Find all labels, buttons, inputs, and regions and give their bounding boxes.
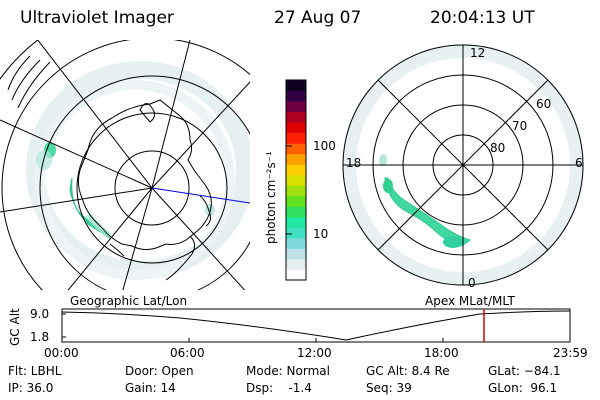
colorbar-band (286, 185, 306, 197)
timeline-frame (61, 308, 571, 343)
colorbar-band (286, 174, 306, 186)
coast-detail-2 (109, 243, 125, 257)
info-glat: GLat: −84.1 (488, 364, 561, 378)
timeline-xtick-0000: 00:00 (44, 346, 79, 360)
colorbar-band (286, 269, 306, 281)
colorbar-band (286, 195, 306, 207)
info-mode: Mode: Normal (246, 364, 330, 378)
info-ip: IP: 36.0 (8, 381, 54, 395)
observation-date: 27 Aug 07 (274, 8, 362, 28)
aurora-blob-main (69, 177, 111, 239)
lat-circle-80 (114, 150, 190, 226)
mlat-label-60: 60 (536, 97, 552, 111)
mlt-polar-map (342, 44, 584, 286)
mlt-meridians (343, 45, 583, 285)
colorbar-band (286, 90, 306, 102)
geographic-map-caption: Geographic Lat/Lon (70, 294, 188, 308)
meridians (0, 40, 250, 290)
continent-outline (77, 99, 212, 251)
colorbar-band (286, 80, 306, 92)
blue-reference-line (151, 187, 250, 204)
altitude-curve (61, 310, 571, 341)
observation-time: 20:04:13 UT (430, 8, 535, 28)
aurora-blob-right-west (383, 179, 393, 193)
mlat-label-80: 80 (490, 141, 506, 155)
timeline-xticks (61, 338, 571, 342)
colorbar-label-10: 10 (313, 227, 329, 241)
mlat-label-70: 70 (512, 119, 528, 133)
geographic-map (0, 40, 250, 290)
mlt-label-0: 0 (468, 276, 476, 290)
timeline-xtick-0600: 06:00 (170, 346, 205, 360)
colorbar-band (286, 164, 306, 176)
timeline-xtick-1200: 12:00 (297, 346, 332, 360)
colorbar-band (286, 153, 306, 165)
lat-circle-70 (76, 112, 228, 264)
colorbar-band (286, 237, 306, 249)
info-glon: GLon: 96.1 (488, 381, 558, 395)
colorbar-band (286, 216, 306, 228)
mlt-label-6: 6 (575, 156, 583, 170)
info-gc-alt: GC Alt: 8.4 Re (366, 364, 450, 378)
info-gain: Gain: 14 (125, 381, 176, 395)
timeline-ylabel: GC Alt (8, 308, 22, 346)
outer-arcs (7, 55, 51, 109)
colorbar-band (286, 101, 306, 113)
info-seq: Seq: 39 (366, 381, 412, 395)
colorbar-band (286, 258, 306, 270)
colorbar-band (286, 143, 306, 155)
aurora-blob-right-south (443, 236, 463, 248)
timeline-xtick-2359: 23:59 (553, 346, 588, 360)
altitude-timeline (61, 308, 571, 343)
timeline-xtick-1800: 18:00 (424, 346, 459, 360)
colorbar-unit-label: photon cm⁻²s⁻¹ (264, 151, 278, 244)
apex-map-caption: Apex MLat/MLT (425, 294, 515, 308)
colorbar-band (286, 227, 306, 239)
aurora-blob-right-haze (379, 154, 387, 166)
mlt-label-12: 12 (470, 46, 486, 60)
colorbar (286, 80, 306, 281)
info-dsp: Dsp: -1.4 (246, 381, 312, 395)
peninsula-outline (165, 235, 196, 281)
lat-circle-60 (39, 75, 250, 290)
timeline-ytick-label-lo: 1.8 (30, 330, 50, 344)
coast-detail-1 (199, 195, 211, 227)
info-filter: Flt: LBHL (8, 364, 62, 378)
info-door: Door: Open (125, 364, 194, 378)
page-title: Ultraviolet Imager (20, 8, 174, 28)
colorbar-frame (285, 79, 307, 281)
colorbar-band (286, 132, 306, 144)
timeline-ytick-label-hi: 9.0 (30, 307, 50, 321)
aurora-blob-right-main (384, 177, 472, 247)
lat-circle-50 (1, 40, 250, 290)
colorbar-band (286, 122, 306, 134)
colorbar-band (286, 206, 306, 218)
colorbar-band (286, 111, 306, 123)
island-outline-1 (139, 103, 156, 123)
colorbar-label-100: 100 (313, 139, 336, 153)
mlt-label-18: 18 (346, 156, 362, 170)
colorbar-band (286, 248, 306, 260)
